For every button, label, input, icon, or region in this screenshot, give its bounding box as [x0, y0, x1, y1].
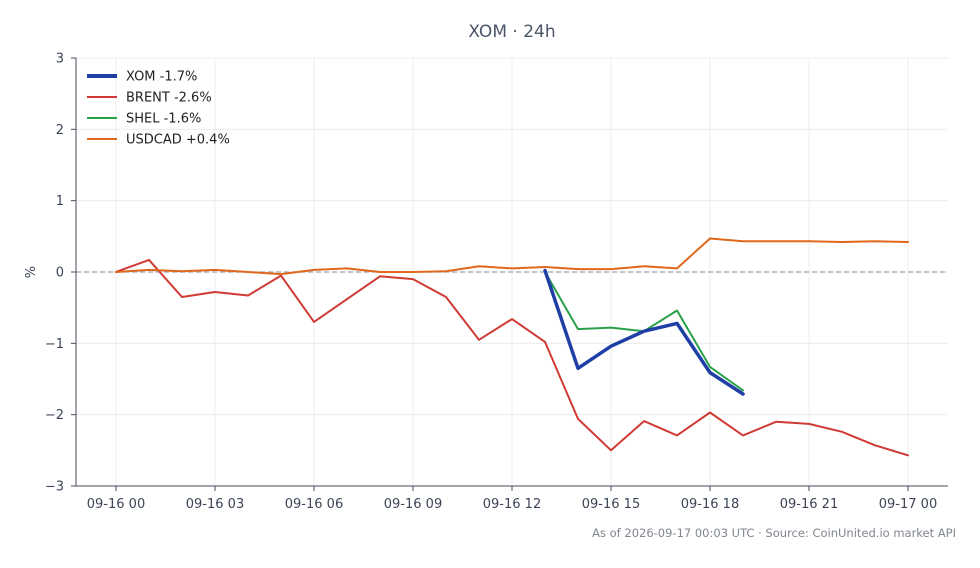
legend-label-3: USDCAD +0.4% — [126, 133, 230, 148]
y-axis-label: % — [24, 266, 39, 278]
x-tick-label: 09-16 00 — [87, 497, 145, 512]
y-tick-label: 3 — [56, 52, 64, 67]
y-tick-label: −2 — [45, 408, 64, 423]
source-caption: As of 2026-09-17 00:03 UTC · Source: Coi… — [592, 526, 956, 540]
series-group — [115, 237, 909, 457]
x-tick-label: 09-16 15 — [582, 497, 640, 512]
x-tick-label: 09-17 00 — [879, 497, 937, 512]
y-tick-label: 1 — [56, 194, 64, 209]
x-tick-label: 09-16 21 — [780, 497, 838, 512]
grid — [76, 57, 948, 487]
legend-label-0: XOM -1.7% — [126, 70, 197, 85]
x-tick-label: 09-16 06 — [285, 497, 343, 512]
x-tick-label: 09-16 03 — [186, 497, 244, 512]
chart-title: XOM · 24h — [468, 22, 555, 42]
x-tick-label: 09-16 18 — [681, 497, 739, 512]
y-tick-label: −1 — [45, 337, 64, 352]
y-tick-label: −3 — [45, 480, 64, 495]
y-tick-label: 2 — [56, 123, 64, 138]
axes: 3 2 1 0 −1 −2 −3 09-16 00 09-16 03 09-16 06 09-16 … — [45, 52, 948, 512]
y-tick-label: 0 — [56, 266, 64, 281]
x-tick-label: 09-16 09 — [384, 497, 442, 512]
series-line-0 — [543, 268, 745, 396]
x-tick-label: 09-16 12 — [483, 497, 541, 512]
legend: XOM -1.7% BRENT -2.6% SHEL -1.6% USDCAD +0.… — [87, 70, 230, 148]
series-line-3 — [115, 237, 909, 276]
legend-label-1: BRENT -2.6% — [126, 91, 212, 106]
legend-label-2: SHEL -1.6% — [126, 112, 201, 127]
series-line-1 — [115, 258, 909, 457]
